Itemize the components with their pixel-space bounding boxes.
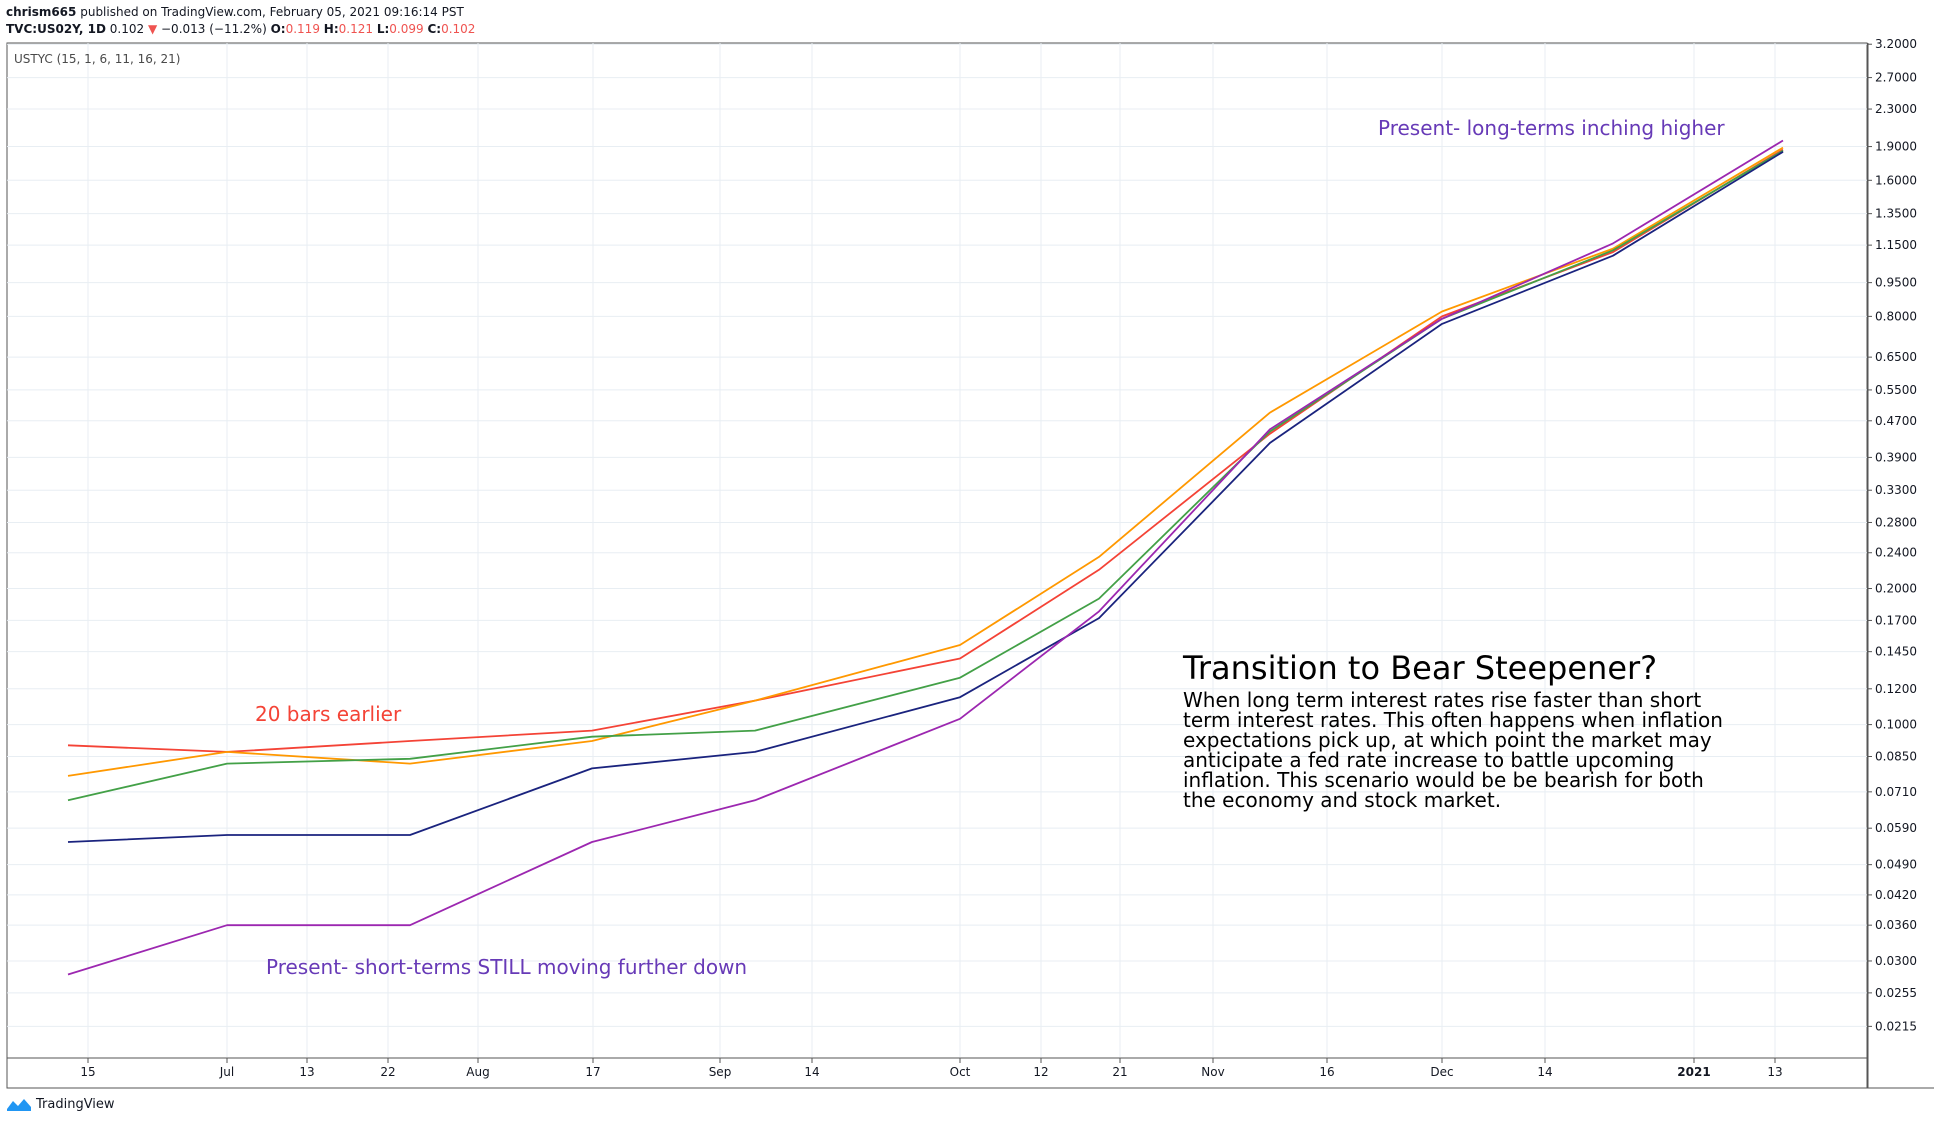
open-value: 0.119 — [285, 22, 320, 36]
y-tick-label: 0.0255 — [1875, 986, 1917, 1000]
x-tick-label: Nov — [1201, 1065, 1224, 1079]
y-tick-label: 0.0360 — [1875, 918, 1917, 932]
tradingview-logo-icon — [7, 1099, 31, 1111]
y-tick-label: 2.3000 — [1875, 102, 1917, 116]
x-tick-label: Aug — [466, 1065, 489, 1079]
textblock-body: When long term interest rates rise faste… — [1183, 688, 1723, 812]
x-tick-label: Oct — [950, 1065, 971, 1079]
x-tick-label: 12 — [1033, 1065, 1048, 1079]
y-tick-label: 3.2000 — [1875, 37, 1917, 51]
open-label: O: — [270, 22, 286, 36]
footer: TradingView — [6, 1096, 115, 1112]
plot-border — [6, 42, 1868, 1089]
symbol-line: TVC:US02Y, 1D 0.102 ▼ −0.013 (−11.2%) O:… — [6, 21, 475, 38]
footer-brand[interactable]: TradingView — [36, 1096, 115, 1112]
y-tick-label: 0.0590 — [1875, 821, 1917, 835]
y-tick-label: 0.4700 — [1875, 414, 1917, 428]
y-tick-label: 0.2000 — [1875, 582, 1917, 596]
symbol-label[interactable]: TVC:US02Y, 1D — [6, 22, 106, 36]
y-tick-label: 0.0300 — [1875, 954, 1917, 968]
low-value: 0.099 — [389, 22, 424, 36]
y-tick-label: 1.3500 — [1875, 207, 1917, 221]
x-tick-label: 17 — [585, 1065, 600, 1079]
annotation-long-terms[interactable]: Present- long-terms inching higher — [1378, 116, 1725, 140]
y-tick-label: 2.7000 — [1875, 71, 1917, 85]
published-text: published on TradingView.com, February 0… — [80, 5, 464, 19]
indicator-label[interactable]: USTYC (15, 1, 6, 11, 16, 21) — [14, 52, 181, 66]
price-change: −0.013 (−11.2%) — [161, 22, 267, 36]
x-tick-label: 13 — [1767, 1065, 1782, 1079]
y-tick-label: 1.1500 — [1875, 238, 1917, 252]
y-tick-label: 0.1000 — [1875, 718, 1917, 732]
last-price: 0.102 — [109, 22, 145, 36]
series-line-4 — [67, 151, 1784, 843]
x-tick-label: 15 — [80, 1065, 95, 1079]
y-tick-label: 0.9500 — [1875, 276, 1917, 290]
annotation-bars-earlier[interactable]: 20 bars earlier — [255, 702, 402, 726]
low-label: L: — [376, 22, 390, 36]
annotation-textblock[interactable]: Transition to Bear Steepener? When long … — [1183, 648, 1723, 810]
y-tick-label: 0.3300 — [1875, 483, 1917, 497]
series-line-5 — [67, 139, 1784, 976]
publish-line: chrism665 published on TradingView.com, … — [6, 4, 475, 21]
grid — [7, 43, 1867, 1057]
x-tick-label: 13 — [299, 1065, 314, 1079]
x-tick-label: 22 — [380, 1065, 395, 1079]
y-tick-label: 0.3900 — [1875, 450, 1917, 464]
x-tick-label: 21 — [1112, 1065, 1127, 1079]
x-tick-label: Jul — [219, 1065, 234, 1079]
y-tick-label: 0.0420 — [1875, 888, 1917, 902]
y-tick-label: 0.1450 — [1875, 645, 1917, 659]
y-tick-label: 0.6500 — [1875, 350, 1917, 364]
time-axis[interactable]: 15 Jul 13 22 Aug 17 Sep 14 Oct 12 21 Nov 16 Dec 14 2021… — [7, 1057, 1867, 1079]
y-tick-label: 0.5500 — [1875, 383, 1917, 397]
x-tick-label: Sep — [709, 1065, 732, 1079]
y-tick-label: 0.8000 — [1875, 309, 1917, 323]
annotation-short-terms[interactable]: Present- short-terms STILL moving furthe… — [266, 955, 748, 979]
close-value: 0.102 — [441, 22, 476, 36]
y-tick-label: 1.9000 — [1875, 140, 1917, 154]
y-tick-label: 0.1700 — [1875, 613, 1917, 627]
y-tick-label: 1.6000 — [1875, 173, 1917, 187]
y-tick-label: 0.0710 — [1875, 785, 1917, 799]
x-tick-label: 14 — [1537, 1065, 1552, 1079]
x-tick-label: 2021 — [1677, 1065, 1710, 1079]
y-tick-label: 0.0490 — [1875, 858, 1917, 872]
y-tick-label: 0.0850 — [1875, 750, 1917, 764]
series-line-3 — [67, 149, 1784, 802]
y-tick-label: 0.1200 — [1875, 682, 1917, 696]
y-tick-label: 0.0215 — [1875, 1019, 1917, 1033]
series-lines — [67, 139, 1784, 976]
down-arrow-icon: ▼ — [147, 22, 158, 36]
x-tick-label: 14 — [804, 1065, 819, 1079]
x-tick-label: Dec — [1430, 1065, 1453, 1079]
y-tick-label: 0.2800 — [1875, 515, 1917, 529]
textblock-title: Transition to Bear Steepener? — [1183, 649, 1658, 687]
y-tick-label: 0.2400 — [1875, 546, 1917, 560]
publisher-name[interactable]: chrism665 — [6, 5, 77, 19]
high-label: H: — [323, 22, 339, 36]
chart-header: chrism665 published on TradingView.com, … — [6, 4, 475, 38]
price-axis[interactable]: 3.2000 2.7000 2.3000 1.9000 1.6000 1.3500 1.15… — [1868, 37, 1917, 1033]
x-tick-label: 16 — [1319, 1065, 1334, 1079]
high-value: 0.121 — [338, 22, 373, 36]
series-line-1 — [67, 148, 1784, 753]
close-label: C: — [427, 22, 442, 36]
